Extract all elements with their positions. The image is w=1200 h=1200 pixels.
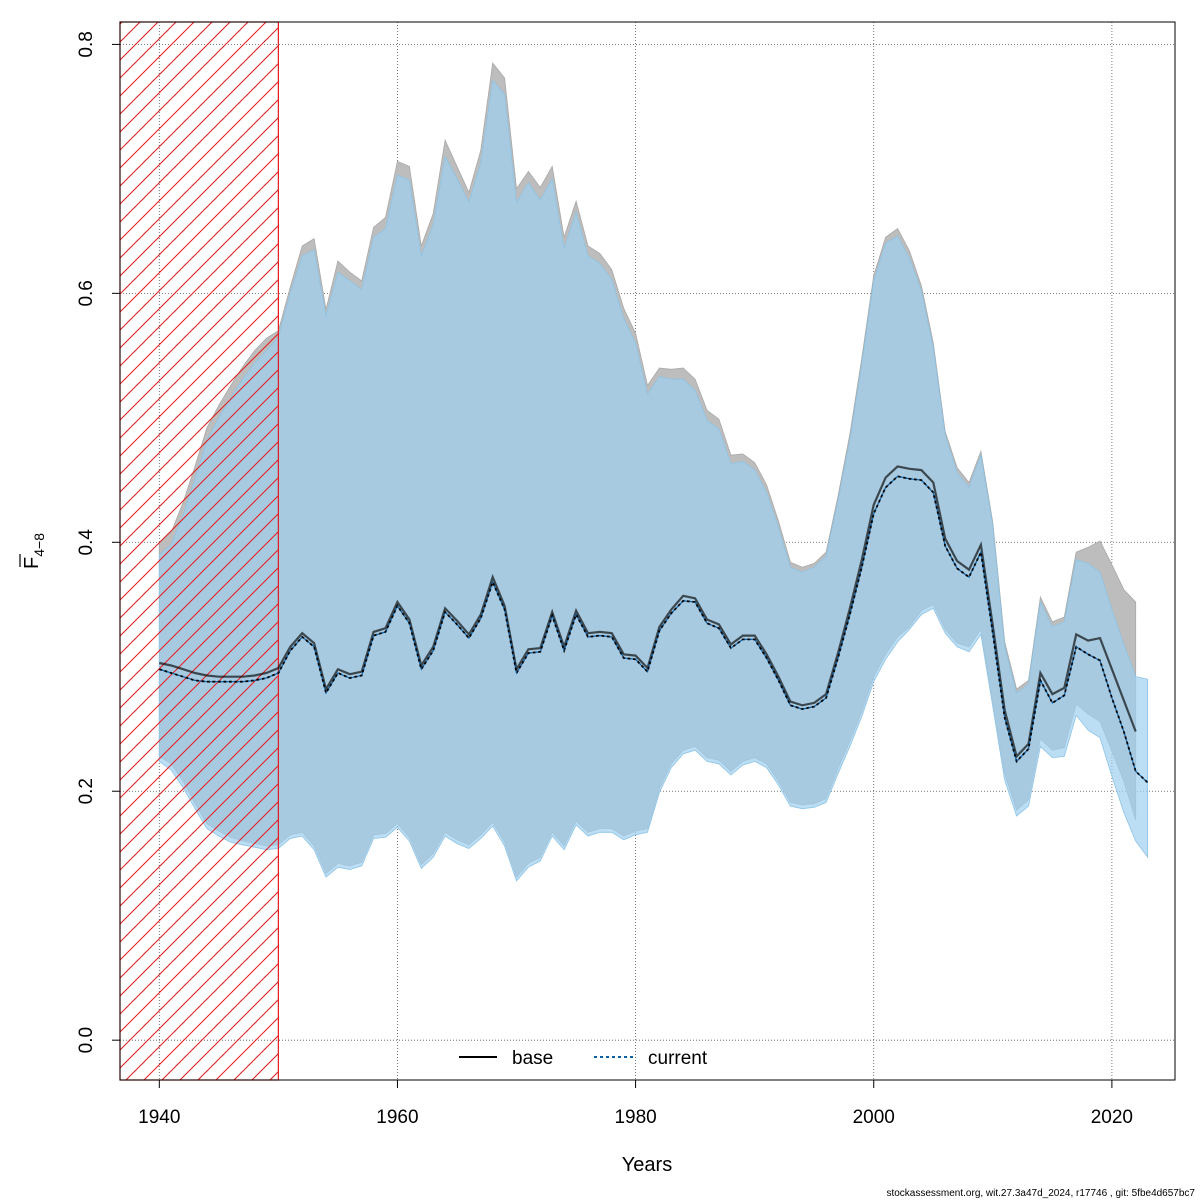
- y-axis-title-sub: 4−8: [31, 533, 47, 557]
- y-tick-label: 0.4: [76, 529, 97, 556]
- current-series-line-accent: [159, 475, 1149, 783]
- current-confidence-band: [158, 79, 1148, 882]
- axes: 1940 1960 1980 2000 2020 0.0 0.2 0.4 0.6 0.8: [76, 31, 1133, 1128]
- x-tick-label: 1980: [614, 1107, 656, 1128]
- x-tick-label: 1960: [376, 1107, 418, 1128]
- x-tick-label: 2020: [1091, 1107, 1133, 1128]
- excluded-period-hatch: [119, 21, 279, 1081]
- excluded-period: [119, 21, 279, 1081]
- x-axis-title: Years: [622, 1154, 672, 1176]
- x-tick-label: 2000: [853, 1107, 895, 1128]
- svg-text:F4−8: F4−8: [21, 533, 47, 569]
- x-tick-label: 1940: [138, 1107, 180, 1128]
- confidence-bands: [158, 62, 1148, 882]
- series-lines: [159, 465, 1149, 784]
- legend: base current: [459, 1048, 708, 1069]
- y-axis-title-main: F: [21, 557, 43, 569]
- y-axis-title: F4−8: [19, 533, 47, 569]
- y-tick-label: 0.2: [76, 778, 97, 804]
- legend-base-label: base: [512, 1048, 553, 1069]
- plot-frame: [119, 21, 1176, 1081]
- y-tick-label: 0.6: [76, 280, 97, 306]
- footer-credit: stockassessment.org, wit.27.3a47d_2024, …: [886, 1188, 1195, 1199]
- y-tick-label: 0.0: [76, 1027, 97, 1053]
- base-series-line: [159, 465, 1137, 759]
- y-tick-label: 0.8: [76, 31, 97, 57]
- legend-current-label: current: [648, 1048, 708, 1069]
